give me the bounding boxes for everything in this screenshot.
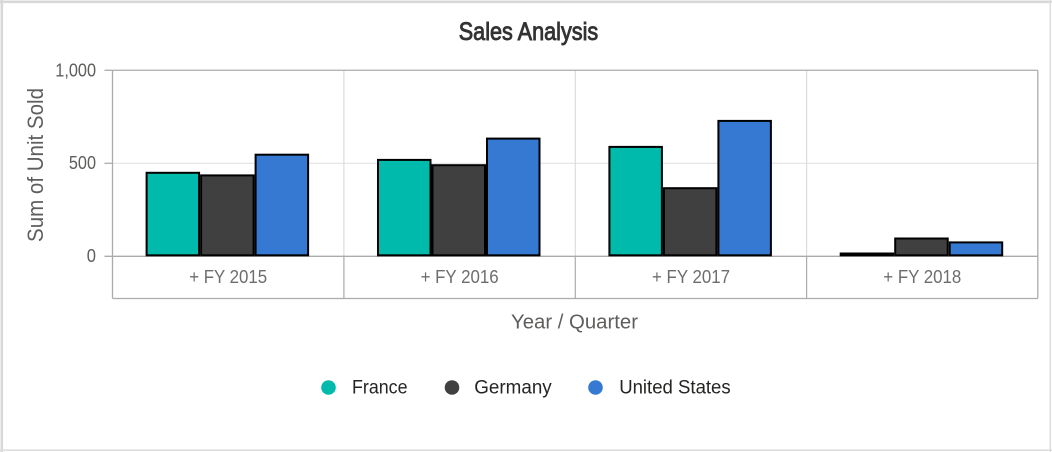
- svg-text:1,000: 1,000: [55, 60, 96, 80]
- svg-text:+ FY 2017: + FY 2017: [652, 267, 730, 287]
- svg-text:0: 0: [87, 246, 96, 266]
- svg-text:+ FY 2015: + FY 2015: [189, 267, 267, 287]
- svg-text:500: 500: [69, 153, 96, 173]
- svg-text:Year / Quarter: Year / Quarter: [511, 312, 638, 334]
- svg-text:Sales Analysis: Sales Analysis: [459, 18, 599, 46]
- svg-text:+ FY 2016: + FY 2016: [421, 267, 499, 287]
- svg-text:Germany: Germany: [474, 378, 552, 399]
- svg-text:France: France: [352, 378, 408, 399]
- svg-text:Sum of Unit Sold: Sum of Unit Sold: [23, 88, 48, 242]
- svg-text:United States: United States: [619, 378, 731, 399]
- svg-text:+ FY 2018: + FY 2018: [883, 267, 961, 287]
